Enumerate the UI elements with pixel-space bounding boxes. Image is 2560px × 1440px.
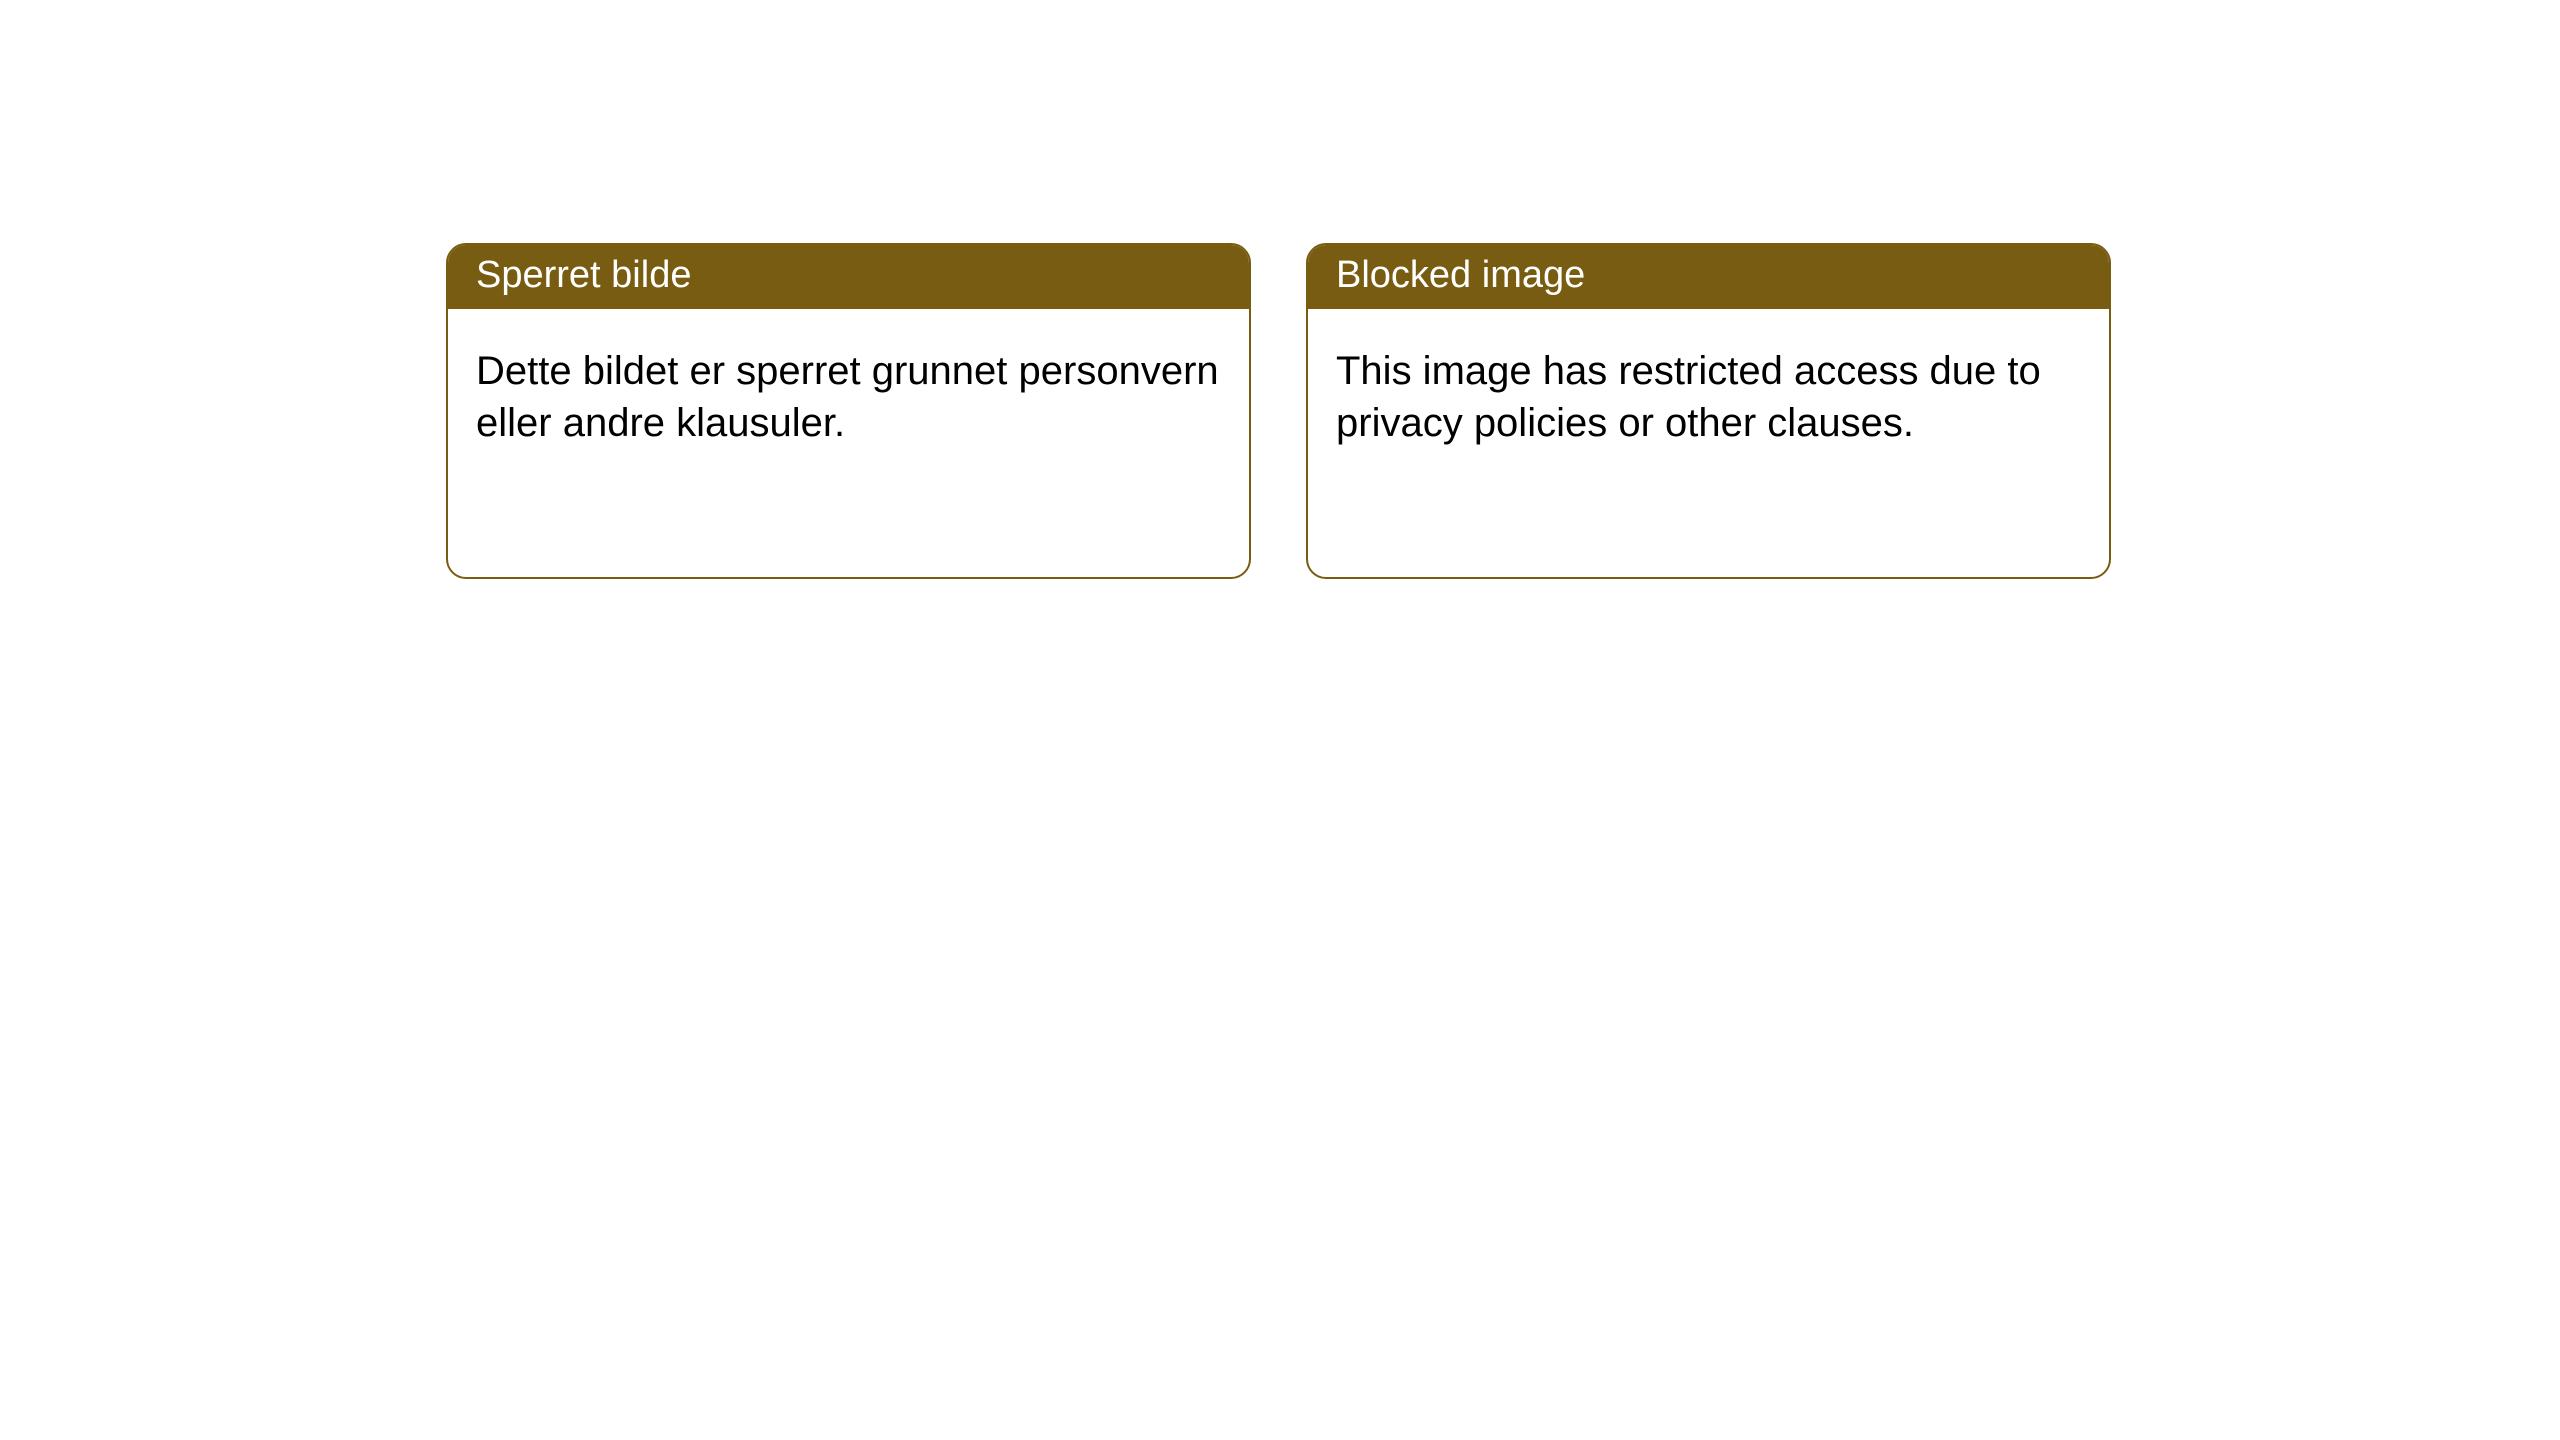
notice-body: Dette bildet er sperret grunnet personve… bbox=[448, 309, 1249, 485]
notice-container: Sperret bilde Dette bildet er sperret gr… bbox=[0, 0, 2560, 579]
notice-title: Sperret bilde bbox=[448, 245, 1249, 309]
notice-body: This image has restricted access due to … bbox=[1308, 309, 2109, 485]
notice-card-english: Blocked image This image has restricted … bbox=[1306, 243, 2111, 579]
notice-title: Blocked image bbox=[1308, 245, 2109, 309]
notice-card-norwegian: Sperret bilde Dette bildet er sperret gr… bbox=[446, 243, 1251, 579]
